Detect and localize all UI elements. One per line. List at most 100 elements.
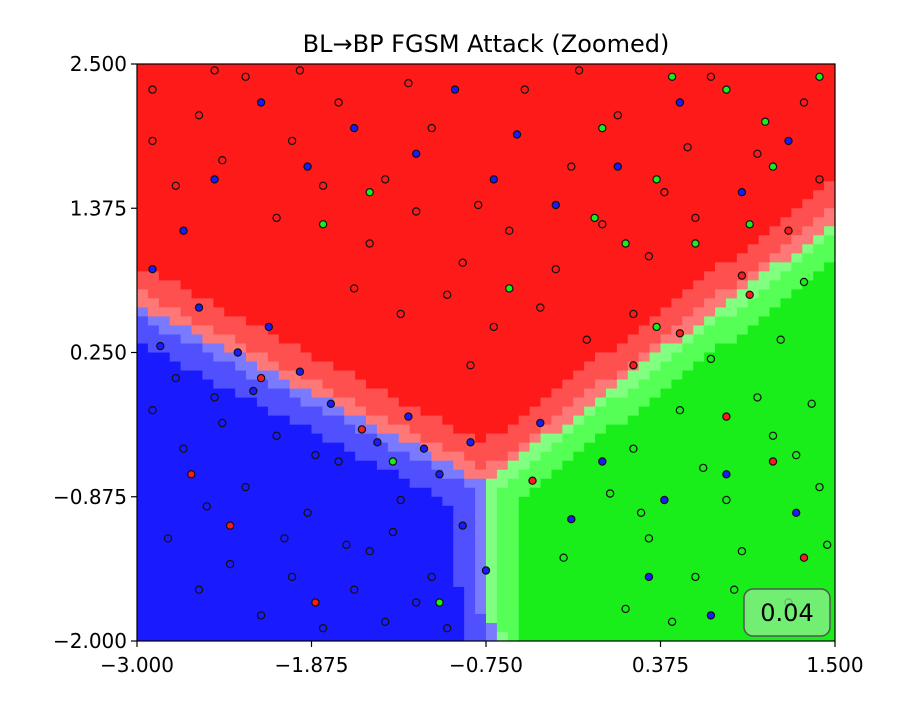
scatter-point	[202, 502, 211, 511]
region-cell	[725, 226, 738, 236]
region-cell	[420, 496, 433, 507]
region-cell	[486, 244, 498, 254]
region-cell	[518, 604, 531, 615]
region-cell	[802, 262, 814, 272]
region-cell	[158, 181, 171, 191]
region-cell	[256, 433, 269, 444]
region-cell	[682, 505, 694, 516]
region-cell	[616, 217, 629, 227]
region-cell	[682, 478, 694, 489]
region-cell	[464, 190, 476, 200]
region-cell	[246, 307, 258, 318]
region-cell	[246, 181, 258, 191]
scatter-point	[520, 85, 530, 94]
region-cell	[355, 199, 367, 209]
region-cell	[562, 118, 574, 128]
region-cell	[486, 64, 498, 74]
region-cell	[464, 496, 476, 507]
region-cell	[224, 379, 236, 390]
region-cell	[627, 271, 640, 281]
scatter-point	[404, 412, 413, 421]
region-cell	[704, 586, 716, 597]
region-cell	[180, 631, 193, 641]
region-cell	[551, 289, 563, 300]
region-cell	[311, 586, 324, 597]
region-cell	[638, 145, 651, 155]
region-cell	[387, 109, 400, 119]
region-cell	[278, 622, 291, 633]
region-cell	[693, 109, 705, 119]
region-cell	[496, 415, 509, 426]
region-cell	[366, 127, 378, 137]
region-cell	[486, 469, 498, 480]
region-cell	[671, 415, 683, 426]
region-cell	[311, 361, 324, 372]
region-cell	[747, 109, 760, 119]
region-cell	[671, 316, 683, 327]
scatter-point	[350, 284, 359, 293]
region-cell	[518, 289, 531, 300]
region-cell	[725, 298, 738, 309]
region-cell	[824, 415, 835, 426]
region-cell	[824, 343, 835, 354]
region-cell	[289, 487, 302, 498]
region-cell	[758, 280, 771, 290]
region-cell	[769, 181, 782, 191]
region-cell	[213, 460, 225, 471]
region-cell	[376, 226, 389, 236]
region-cell	[224, 451, 236, 462]
region-cell	[605, 280, 618, 290]
region-cell	[256, 343, 269, 354]
region-cell	[333, 379, 345, 390]
region-cell	[300, 145, 313, 155]
region-cell	[398, 343, 411, 354]
region-cell	[529, 217, 542, 227]
region-cell	[725, 622, 738, 633]
region-cell	[322, 478, 334, 489]
region-cell	[507, 298, 520, 309]
region-cell	[333, 217, 345, 227]
region-cell	[649, 118, 662, 128]
region-cell	[584, 631, 596, 641]
region-cell	[573, 73, 585, 83]
region-cell	[180, 109, 193, 119]
region-cell	[235, 100, 247, 110]
region-cell	[725, 91, 738, 101]
region-cell	[344, 388, 356, 399]
region-cell	[322, 541, 334, 552]
region-cell	[802, 460, 814, 471]
region-cell	[715, 577, 727, 588]
scatter-point	[171, 181, 180, 190]
region-cell	[453, 199, 465, 209]
region-cell	[224, 244, 236, 254]
region-cell	[137, 595, 149, 606]
region-cell	[344, 406, 356, 417]
region-cell	[649, 379, 662, 390]
region-cell	[736, 361, 749, 372]
region-cell	[605, 244, 618, 254]
region-cell	[649, 127, 662, 137]
scatter-point	[373, 438, 382, 447]
scatter-point	[365, 547, 374, 556]
region-cell	[813, 262, 825, 272]
region-cell	[137, 154, 149, 164]
region-cell	[366, 253, 378, 263]
region-cell	[300, 154, 313, 164]
region-cell	[278, 64, 291, 74]
region-cell	[431, 451, 443, 462]
region-cell	[333, 388, 345, 399]
region-cell	[529, 73, 542, 83]
scatter-point	[481, 566, 491, 575]
region-cell	[780, 451, 792, 462]
region-cell	[224, 370, 236, 381]
region-cell	[507, 109, 520, 119]
region-cell	[453, 190, 465, 200]
region-cell	[442, 559, 454, 570]
region-cell	[595, 118, 607, 128]
region-cell	[137, 442, 149, 453]
region-cell	[693, 289, 705, 300]
region-cell	[213, 550, 225, 561]
region-cell	[409, 469, 422, 480]
region-cell	[747, 298, 760, 309]
region-cell	[311, 406, 324, 417]
